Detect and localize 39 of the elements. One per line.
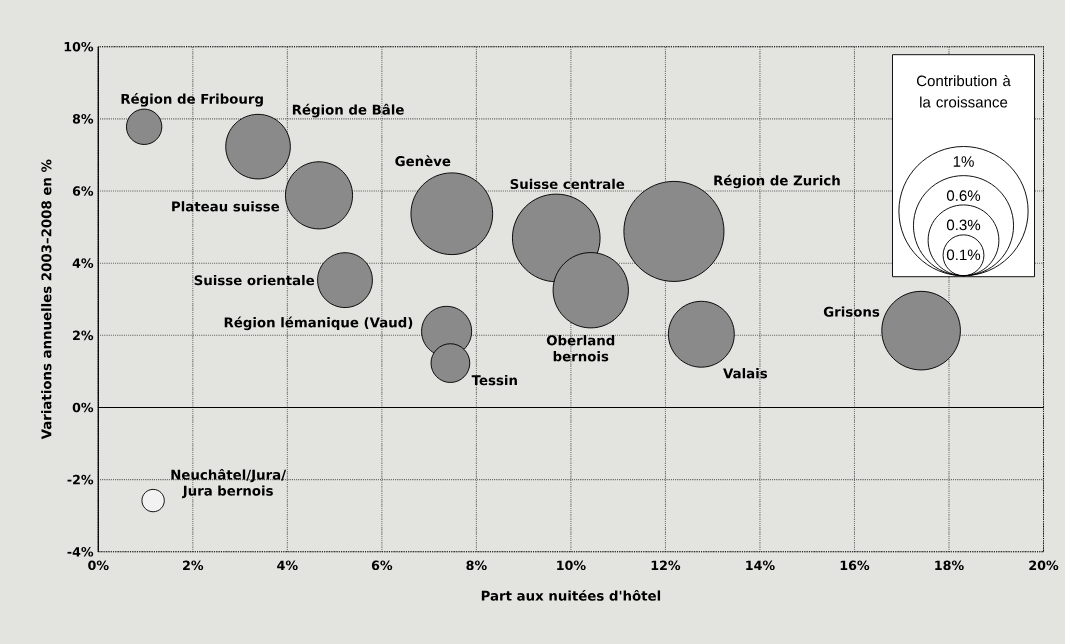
x-tick-label: 6% <box>371 560 393 571</box>
y-tick-label: 6% <box>72 186 94 196</box>
y-tick-label: 4% <box>72 258 94 268</box>
x-tick-label: 12% <box>651 560 681 571</box>
annotation: Valais <box>723 368 768 379</box>
annotation: Oberland bernois <box>546 335 615 362</box>
y-tick-label: 0% <box>72 402 94 413</box>
annotation: Grisons <box>823 306 880 317</box>
legend-label: 0.1% <box>946 249 981 261</box>
x-tick-label: 2% <box>183 560 204 571</box>
x-tick-label: 14% <box>746 560 775 571</box>
x-axis-title: Part aux nuitées d'hôtel <box>481 589 661 601</box>
x-tick-label: 18% <box>935 560 964 571</box>
legend-title: Contribution à la croissance <box>916 74 1011 108</box>
x-tick-label: 4% <box>277 560 298 571</box>
y-tick-label: 2% <box>73 330 94 341</box>
annotation: Région de Bâle <box>292 103 404 118</box>
x-tick-label: 0% <box>88 560 109 571</box>
x-tick-label: 20% <box>1029 560 1059 571</box>
y-axis-title: Variations annuelles 2003–2008 en % <box>41 159 52 440</box>
x-tick-label: 16% <box>840 560 870 571</box>
annotation: Tessin <box>471 374 517 386</box>
annotation: Plateau suisse <box>172 201 280 212</box>
annotation: Genève <box>395 155 451 167</box>
legend-label: 0.3% <box>946 219 981 231</box>
annotation: Neuchâtel/Jura/ Jura bernois <box>171 468 287 499</box>
legend-label: 0.6% <box>946 190 981 201</box>
y-tick-label: -4% <box>67 547 94 557</box>
y-tick-label: 10% <box>64 41 94 52</box>
annotation: Région de Fribourg <box>121 93 263 107</box>
y-tick-label: -2% <box>67 474 94 485</box>
legend-label: 1% <box>953 156 974 167</box>
annotation: Région de Zurich <box>714 174 840 189</box>
annotation: Région lémanique (Vaud) <box>224 316 413 331</box>
x-tick-label: 8% <box>466 560 487 571</box>
annotation: Suisse centrale <box>510 178 625 190</box>
annotation: Suisse orientale <box>194 274 315 286</box>
x-tick-label: 10% <box>557 560 586 571</box>
y-tick-label: 8% <box>72 114 94 124</box>
